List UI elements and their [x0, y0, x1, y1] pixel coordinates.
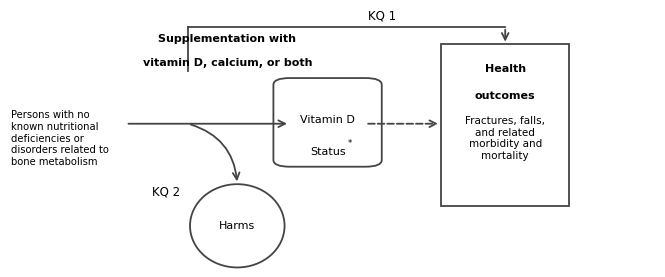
Ellipse shape: [190, 184, 285, 268]
FancyBboxPatch shape: [273, 78, 382, 167]
Text: Persons with no
known nutritional
deficiencies or
disorders related to
bone meta: Persons with no known nutritional defici…: [11, 110, 108, 167]
Text: vitamin D, calcium, or both: vitamin D, calcium, or both: [143, 58, 312, 68]
Text: Fractures, falls,
and related
morbidity and
mortality: Fractures, falls, and related morbidity …: [465, 116, 545, 161]
Text: KQ 1: KQ 1: [368, 10, 396, 23]
Text: Status: Status: [310, 147, 346, 157]
Text: KQ 2: KQ 2: [152, 186, 180, 199]
Text: Health: Health: [485, 64, 526, 74]
Bar: [441, 45, 569, 206]
Text: Vitamin D: Vitamin D: [301, 115, 355, 125]
Text: outcomes: outcomes: [475, 91, 535, 101]
Text: Supplementation with: Supplementation with: [158, 34, 297, 44]
Text: Harms: Harms: [219, 221, 255, 231]
Text: *: *: [347, 139, 352, 148]
